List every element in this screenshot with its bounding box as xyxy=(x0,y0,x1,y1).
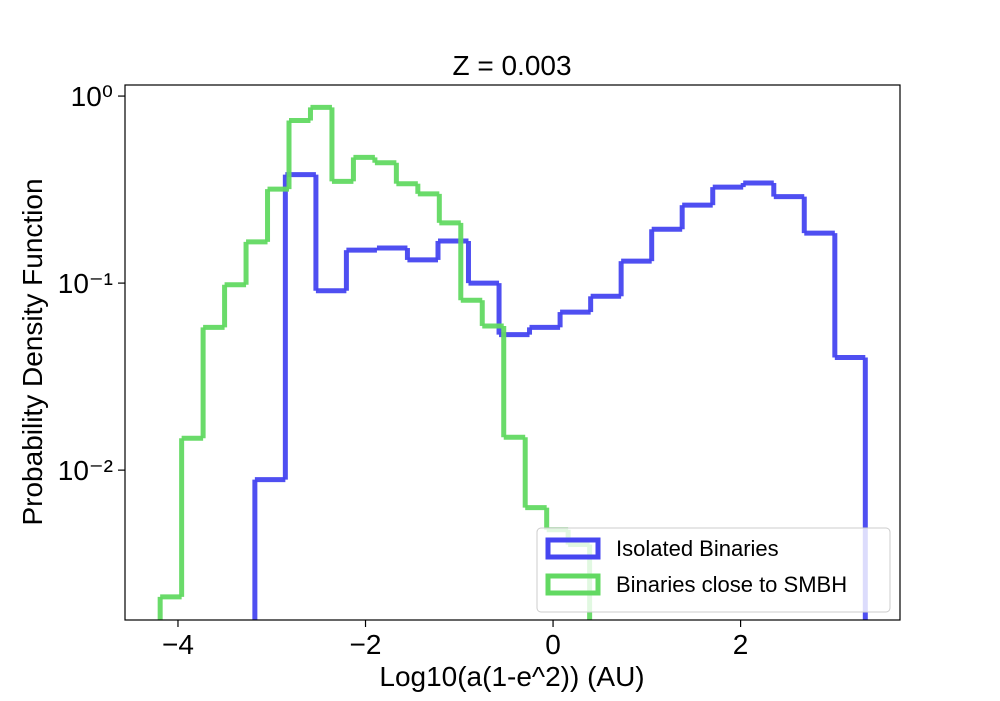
x-tick-label: 0 xyxy=(545,629,561,660)
x-axis-label: Log10(a(1-e^2)) (AU) xyxy=(379,661,644,692)
legend-label: Binaries close to SMBH xyxy=(616,572,847,597)
y-tick-label: 10⁰ xyxy=(71,81,113,112)
y-axis-label: Probability Density Function xyxy=(17,178,48,525)
chart-title: Z = 0.003 xyxy=(452,50,571,81)
x-tick-label: 2 xyxy=(733,629,749,660)
x-tick-label: −4 xyxy=(162,629,194,660)
y-tick-label: 10⁻² xyxy=(58,455,113,486)
legend-box xyxy=(536,527,891,613)
x-tick-label: −2 xyxy=(350,629,382,660)
legend-swatch xyxy=(545,537,601,560)
legend-swatch xyxy=(545,573,601,596)
y-tick-label: 10⁻¹ xyxy=(58,268,113,299)
legend-label: Isolated Binaries xyxy=(616,536,779,561)
axes-frame xyxy=(124,84,901,621)
